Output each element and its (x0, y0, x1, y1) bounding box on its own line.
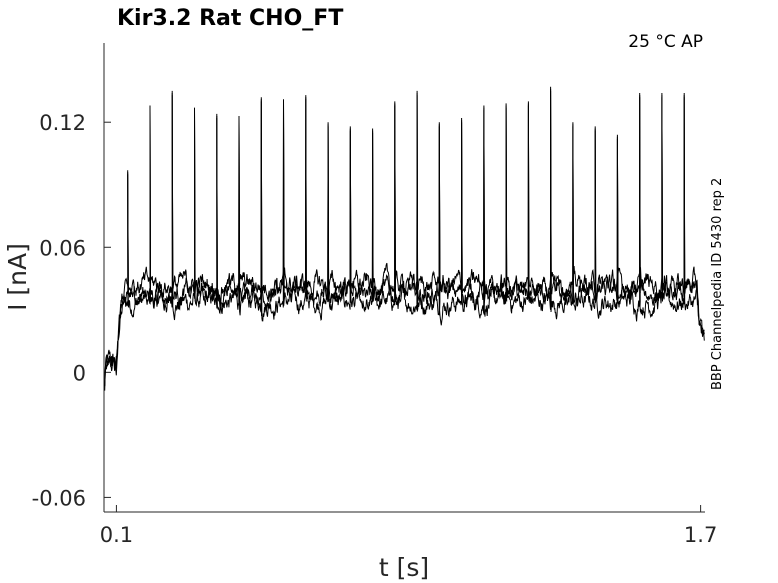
axes (103, 43, 705, 513)
current-sweep-2 (104, 88, 705, 391)
y-axis-label: I [nA] (3, 243, 32, 311)
x-axis-ticks: 0.1 1.7 (100, 505, 717, 547)
y-tick-label: 0 (73, 361, 86, 385)
plot-area (104, 86, 705, 391)
y-tick-label: 0.06 (39, 236, 86, 260)
y-tick-label: -0.06 (32, 486, 86, 510)
x-axis-label: t [s] (379, 553, 429, 582)
temperature-protocol-annotation: 25 °C AP (628, 32, 703, 52)
chart-title: Kir3.2 Rat CHO_FT (117, 6, 343, 31)
y-tick-label: 0.12 (39, 111, 86, 135)
current-sweep-3 (104, 90, 705, 387)
current-sweep-1 (104, 86, 705, 386)
x-tick-label: 0.1 (100, 523, 133, 547)
y-axis-ticks: -0.06 0 0.06 0.12 (32, 111, 111, 510)
x-tick-label: 1.7 (684, 523, 717, 547)
channelpedia-id-label: BBP Channelpedia ID 5430 rep 2 (710, 178, 725, 390)
